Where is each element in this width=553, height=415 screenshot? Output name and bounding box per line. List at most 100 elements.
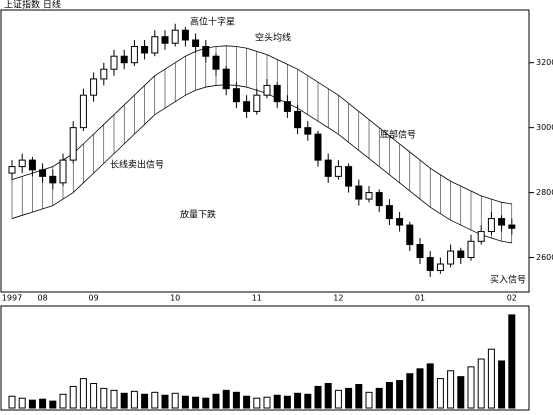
- x-tick-label: 08: [38, 294, 48, 303]
- candle-body: [396, 218, 404, 226]
- candle-body: [263, 84, 271, 96]
- volume-bar: [324, 383, 332, 409]
- volume-bar: [365, 391, 373, 409]
- y-tick-label: 2600: [536, 253, 553, 262]
- volume-bar: [90, 383, 98, 409]
- x-tick-label: 10: [170, 294, 180, 303]
- volume-bar: [212, 393, 220, 409]
- volume-bar: [243, 395, 251, 409]
- candle-body: [457, 250, 465, 259]
- volume-bar: [436, 378, 444, 409]
- candle-body: [345, 166, 353, 187]
- candle-body: [273, 84, 281, 103]
- volume-bar: [39, 398, 47, 409]
- volume-bar: [416, 368, 424, 409]
- volume-bar: [498, 360, 506, 409]
- volume-bar: [487, 348, 495, 409]
- candle-body: [426, 257, 434, 272]
- annotation: 长线卖出信号: [110, 159, 164, 171]
- volume-bar: [508, 314, 516, 409]
- candle-body: [243, 101, 251, 112]
- candle-body: [171, 29, 179, 44]
- volume-bar: [304, 393, 312, 409]
- candle-body: [181, 29, 189, 41]
- candle-body: [375, 192, 383, 207]
- candle-body: [487, 218, 495, 233]
- chart-title: 上证指数 日线: [4, 0, 61, 11]
- candle-body: [447, 250, 455, 265]
- candle-body: [283, 101, 291, 112]
- x-tick-label: 02: [507, 294, 517, 303]
- volume-bar: [406, 373, 414, 409]
- candle-body: [477, 231, 485, 242]
- volume-bar: [477, 358, 485, 409]
- candle-body: [8, 166, 16, 174]
- candle-body: [192, 39, 200, 47]
- x-tick-label: 11: [252, 294, 262, 303]
- volume-bar: [79, 378, 87, 409]
- volume-bar: [263, 396, 271, 409]
- candle-body: [314, 133, 322, 161]
- y-tick-label: 2800: [536, 188, 553, 197]
- volume-bar: [222, 389, 230, 409]
- volume-bar: [355, 383, 363, 409]
- volume-bar: [253, 397, 261, 409]
- volume-bar: [181, 395, 189, 409]
- candle-body: [436, 263, 444, 272]
- volume-bar: [130, 390, 138, 409]
- volume-bar: [375, 387, 383, 409]
- candle-body: [324, 159, 332, 177]
- candle-body: [18, 159, 26, 168]
- candle-body: [90, 78, 98, 96]
- candle-body: [406, 224, 414, 246]
- candle-body: [253, 94, 261, 112]
- annotation: 底部信号: [380, 129, 416, 141]
- y-tick-label: 3000: [536, 123, 553, 132]
- y-tick-label: 3200: [536, 58, 553, 67]
- candle-body: [294, 110, 302, 129]
- candle-body: [151, 36, 159, 54]
- volume-bar: [100, 387, 108, 409]
- volume-bar: [192, 396, 200, 409]
- x-tick-label: 12: [333, 294, 343, 303]
- annotation: 高位十字星: [190, 16, 235, 28]
- candle-body: [508, 224, 516, 229]
- candle-body: [130, 45, 138, 64]
- x-tick-label: 1997: [2, 294, 22, 303]
- volume-bar: [447, 370, 455, 409]
- candle-body: [498, 218, 506, 226]
- volume-bar: [273, 394, 281, 409]
- volume-bar: [467, 366, 475, 409]
- candle-body: [355, 185, 363, 200]
- candle-body: [28, 159, 36, 171]
- volume-bar: [120, 392, 128, 409]
- volume-bar: [8, 395, 16, 409]
- x-tick-label: 09: [89, 294, 99, 303]
- annotation: 买入信号: [490, 274, 526, 286]
- volume-bar: [202, 397, 210, 409]
- candle-body: [416, 244, 424, 259]
- candle-body: [110, 55, 118, 70]
- candle-body: [304, 127, 312, 135]
- volume-bar: [283, 395, 291, 409]
- annotation: 空头均线: [255, 32, 291, 44]
- candle-body: [202, 45, 210, 57]
- volume-bar: [396, 380, 404, 409]
- candle-body: [365, 192, 373, 200]
- candle-body: [212, 55, 220, 70]
- volume-bar: [426, 363, 434, 409]
- volume-bar: [232, 391, 240, 409]
- candle-body: [141, 45, 149, 54]
- volume-panel: [0, 305, 530, 411]
- volume-bar: [110, 389, 118, 409]
- band-line: [11, 45, 512, 205]
- candle-body: [120, 55, 128, 64]
- volume-bar: [161, 394, 169, 409]
- volume-bar: [141, 393, 149, 409]
- volume-bar: [151, 391, 159, 409]
- candle-body: [39, 169, 47, 177]
- annotation: 放量下跌: [180, 209, 216, 221]
- candle-body: [69, 127, 77, 161]
- volume-bar: [49, 400, 57, 409]
